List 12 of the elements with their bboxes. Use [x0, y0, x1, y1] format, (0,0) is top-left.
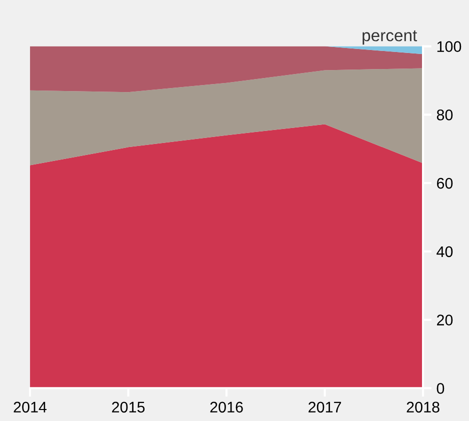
y-tick-label: 100	[437, 41, 462, 52]
x-tick-label: 2014	[14, 402, 47, 413]
y-tick-label: 0	[436, 383, 444, 394]
y-axis-title: percent	[362, 30, 418, 45]
x-tick-label: 2016	[210, 402, 243, 413]
x-tick-label: 2018	[406, 402, 440, 413]
y-tick-label: 60	[437, 178, 453, 189]
y-tick-label: 20	[437, 314, 453, 326]
x-tick-label: 2017	[308, 402, 342, 413]
x-tick-label: 2015	[112, 402, 145, 413]
y-tick-label: 40	[436, 246, 453, 258]
y-tick-label: 80	[436, 110, 453, 120]
